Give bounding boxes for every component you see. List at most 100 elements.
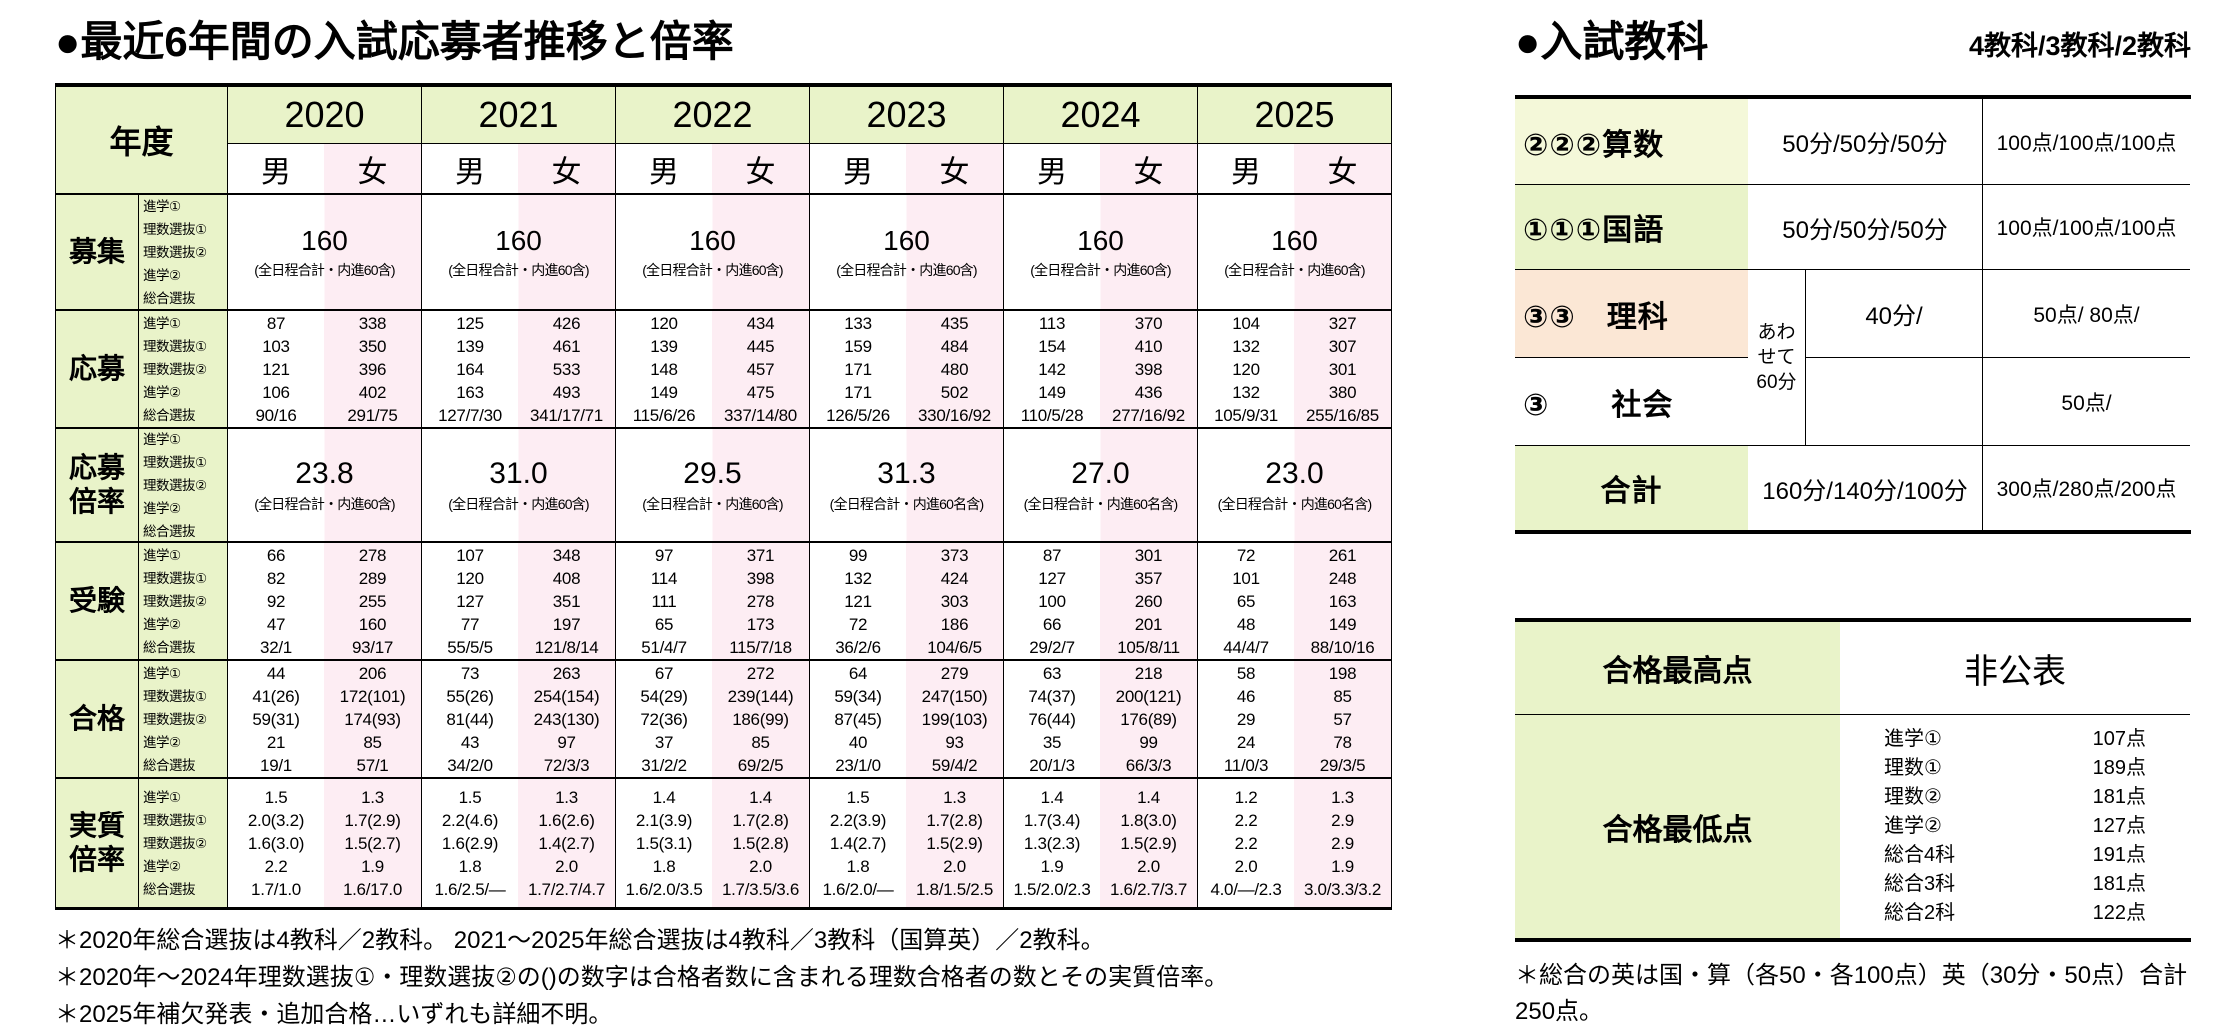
subject-label-total: 合計 <box>1515 445 1748 530</box>
accepted-2022-male: 67 54(29) 72(36) 37 31/2/2 <box>615 659 712 777</box>
left-section: ●最近6年間の入試応募者推移と倍率 年度 2020 2021 2022 2023… <box>55 8 1415 1033</box>
subject-points-total: 300点/280点/200点 <box>1982 445 2190 530</box>
applicants-2020-male: 87 103 121 106 90/16 <box>227 309 324 427</box>
actual-ratio-2023-female: 1.3 1.7(2.8) 1.5(2.9) 2.0 1.8/1.5/2.5 <box>906 777 1003 907</box>
min-score-label: 合格最低点 <box>1515 714 1840 938</box>
sub-labels-actual-ratio: 進学① 理数選抜① 理数選抜② 進学② 総合選抜 <box>138 777 227 907</box>
min-score-list: 進学① 理数① 理数② 進学② 総合4科 総合3科 総合2科 107点 189点… <box>1884 725 2146 928</box>
examinees-2022-female: 371 398 278 173 115/7/18 <box>712 541 809 659</box>
applicants-2022-male: 120 139 148 149 115/6/26 <box>615 309 712 427</box>
applicant-ratio-2022: 29.5 (全日程合計・内進60含) <box>615 427 809 541</box>
examinees-2023-female: 373 424 303 186 104/6/5 <box>906 541 1003 659</box>
actual-ratio-2023-male: 1.5 2.2(3.9) 1.4(2.7) 1.8 1.6/2.0/— <box>809 777 906 907</box>
accepted-2025-female: 198 85 57 78 29/3/5 <box>1294 659 1391 777</box>
actual-ratio-2025-male: 1.2 2.2 2.2 2.0 4.0/—/2.3 <box>1197 777 1294 907</box>
ratio-number: 27.0 <box>1071 456 1130 490</box>
accepted-2022-female: 272 239(144) 186(99) 85 69/2/5 <box>712 659 809 777</box>
accepted-2020-male: 44 41(26) 59(31) 21 19/1 <box>227 659 324 777</box>
accepted-2024-female: 218 200(121) 176(89) 99 66/3/3 <box>1100 659 1197 777</box>
gender-header-2022-male: 男 <box>615 144 712 195</box>
combined-time-note: あわ せて 60分 <box>1748 269 1805 445</box>
ratio-note: (全日程合計・内進60含) <box>642 495 783 512</box>
subject-time-math: 50分/50分/50分 <box>1782 131 1948 158</box>
recruit-2020: 160 (全日程合計・内進60含) <box>227 195 421 309</box>
examinees-2023-male: 99 132 121 72 36/2/6 <box>809 541 906 659</box>
right-footnote: ＊総合の英は国・算（各50・各100点）英（30分・50点）合計250点。 <box>1515 962 2188 1025</box>
recruit-2025: 160 (全日程合計・内進60含) <box>1197 195 1391 309</box>
examinees-2022-male: 97 114 111 65 51/4/7 <box>615 541 712 659</box>
gender-header-2025-female: 女 <box>1294 144 1391 195</box>
applicant-ratio-2023: 31.3 (全日程合計・内進60名含) <box>809 427 1003 541</box>
applicants-2023-female: 435 484 480 502 330/16/92 <box>906 309 1003 427</box>
subject-label-japanese: ①①①国語 <box>1515 184 1748 269</box>
recruit-note: (全日程合計・内進60含) <box>642 261 783 278</box>
actual-ratio-2022-female: 1.4 1.7(2.8) 1.5(2.8) 2.0 1.7/3.5/3.6 <box>712 777 809 907</box>
examinees-2020-male: 66 82 92 47 32/1 <box>227 541 324 659</box>
subject-time-science: 40分/ <box>1805 269 1982 357</box>
recruit-number: 160 <box>1077 224 1124 256</box>
subject-label-science: ③③ 理科 <box>1515 269 1748 357</box>
recruit-number: 160 <box>1271 224 1318 256</box>
min-score-points: 107点 189点 181点 127点 191点 181点 122点 <box>2092 728 2146 924</box>
min-score-names: 進学① 理数① 理数② 進学② 総合4科 総合3科 総合2科 <box>1884 728 1956 924</box>
ratio-number: 23.0 <box>1265 456 1324 490</box>
actual-ratio-2022-male: 1.4 2.1(3.9) 1.5(3.1) 1.8 1.6/2.0/3.5 <box>615 777 712 907</box>
best-score-label: 合格最高点 <box>1515 622 1840 714</box>
actual-ratio-2024-male: 1.4 1.7(3.4) 1.3(2.3) 1.9 1.5/2.0/2.3 <box>1003 777 1100 907</box>
year-col-2025: 2025 <box>1197 87 1391 144</box>
actual-ratio-2021-female: 1.3 1.6(2.6) 1.4(2.7) 2.0 1.7/2.7/4.7 <box>518 777 615 907</box>
subject-time-japanese: 50分/50分/50分 <box>1748 184 1982 269</box>
year-col-2020: 2020 <box>227 87 421 144</box>
applicants-2020-female: 338 350 396 402 291/75 <box>324 309 421 427</box>
gender-header-2020-female: 女 <box>324 144 421 195</box>
sub-labels-examinees: 進学① 理数選抜① 理数選抜② 進学② 総合選抜 <box>138 541 227 659</box>
left-title: ●最近6年間の入試応募者推移と倍率 <box>55 18 734 65</box>
recruit-note: (全日程合計・内進60含) <box>1030 261 1171 278</box>
actual-ratio-2020-male: 1.5 2.0(3.2) 1.6(3.0) 2.2 1.7/1.0 <box>227 777 324 907</box>
ratio-number: 31.3 <box>877 456 936 490</box>
recruit-2021: 160 (全日程合計・内進60含) <box>421 195 615 309</box>
ratio-number: 29.5 <box>683 456 742 490</box>
gender-header-2020-male: 男 <box>227 144 324 195</box>
applicants-2023-male: 133 159 171 171 126/5/26 <box>809 309 906 427</box>
recruit-note: (全日程合計・内進60含) <box>448 261 589 278</box>
gender-header-2025-male: 男 <box>1197 144 1294 195</box>
subject-points-japanese: 100点/100点/100点 <box>1982 184 2190 269</box>
subject-time-total: 160分/140分/100分 <box>1748 445 1982 530</box>
subject-points-science: 50点/ 80点/ <box>1982 269 2190 357</box>
recruit-number: 160 <box>689 224 736 256</box>
applicants-2025-male: 104 132 120 132 105/9/31 <box>1197 309 1294 427</box>
ratio-note: (全日程合計・内進60名含) <box>1023 495 1179 512</box>
accepted-2023-male: 64 59(34) 87(45) 40 23/1/0 <box>809 659 906 777</box>
recruit-note: (全日程合計・内進60含) <box>1224 261 1365 278</box>
accepted-2023-female: 279 247(150) 199(103) 93 59/4/2 <box>906 659 1003 777</box>
ratio-note: (全日程合計・内進60含) <box>254 495 395 512</box>
sub-labels-applicant-ratio: 進学① 理数選抜① 理数選抜② 進学② 総合選抜 <box>138 427 227 541</box>
recruit-2023: 160 (全日程合計・内進60含) <box>809 195 1003 309</box>
sub-labels-applicants: 進学① 理数選抜① 理数選抜② 進学② 総合選抜 <box>138 309 227 427</box>
applicants-2025-female: 327 307 301 380 255/16/85 <box>1294 309 1391 427</box>
recruit-note: (全日程合計・内進60含) <box>836 261 977 278</box>
actual-ratio-2025-female: 1.3 2.9 2.9 1.9 3.0/3.3/3.2 <box>1294 777 1391 907</box>
gender-header-2023-female: 女 <box>906 144 1003 195</box>
row-label-accepted: 合格 <box>56 659 138 777</box>
gender-header-2021-female: 女 <box>518 144 615 195</box>
left-footnotes: ＊2020年総合選抜は4教科／2教科。 2021～2025年総合選抜は4教科／3… <box>55 922 1415 1033</box>
row-label-recruit: 募集 <box>56 195 138 309</box>
accepted-2020-female: 206 172(101) 174(93) 85 57/1 <box>324 659 421 777</box>
right-section: ●入試教科 4教科/3教科/2教科 ②②②算数 50分/50分/50分 100点… <box>1515 8 2191 1030</box>
gender-header-2024-male: 男 <box>1003 144 1100 195</box>
actual-ratio-2021-male: 1.5 2.2(4.6) 1.6(2.9) 1.8 1.6/2.5/— <box>421 777 518 907</box>
applicant-ratio-2021: 31.0 (全日程合計・内進60含) <box>421 427 615 541</box>
gender-header-2021-male: 男 <box>421 144 518 195</box>
gender-header-2023-male: 男 <box>809 144 906 195</box>
applicant-ratio-2025: 23.0 (全日程合計・内進60名含) <box>1197 427 1391 541</box>
row-label-applicant-ratio: 応募 倍率 <box>56 427 138 541</box>
min-score-values: 進学① 理数① 理数② 進学② 総合4科 総合3科 総合2科 107点 189点… <box>1840 714 2190 938</box>
applicant-ratio-2024: 27.0 (全日程合計・内進60名含) <box>1003 427 1197 541</box>
recruit-number: 160 <box>301 224 348 256</box>
row-label-examinees: 受験 <box>56 541 138 659</box>
year-col-2023: 2023 <box>809 87 1003 144</box>
recruit-number: 160 <box>495 224 542 256</box>
